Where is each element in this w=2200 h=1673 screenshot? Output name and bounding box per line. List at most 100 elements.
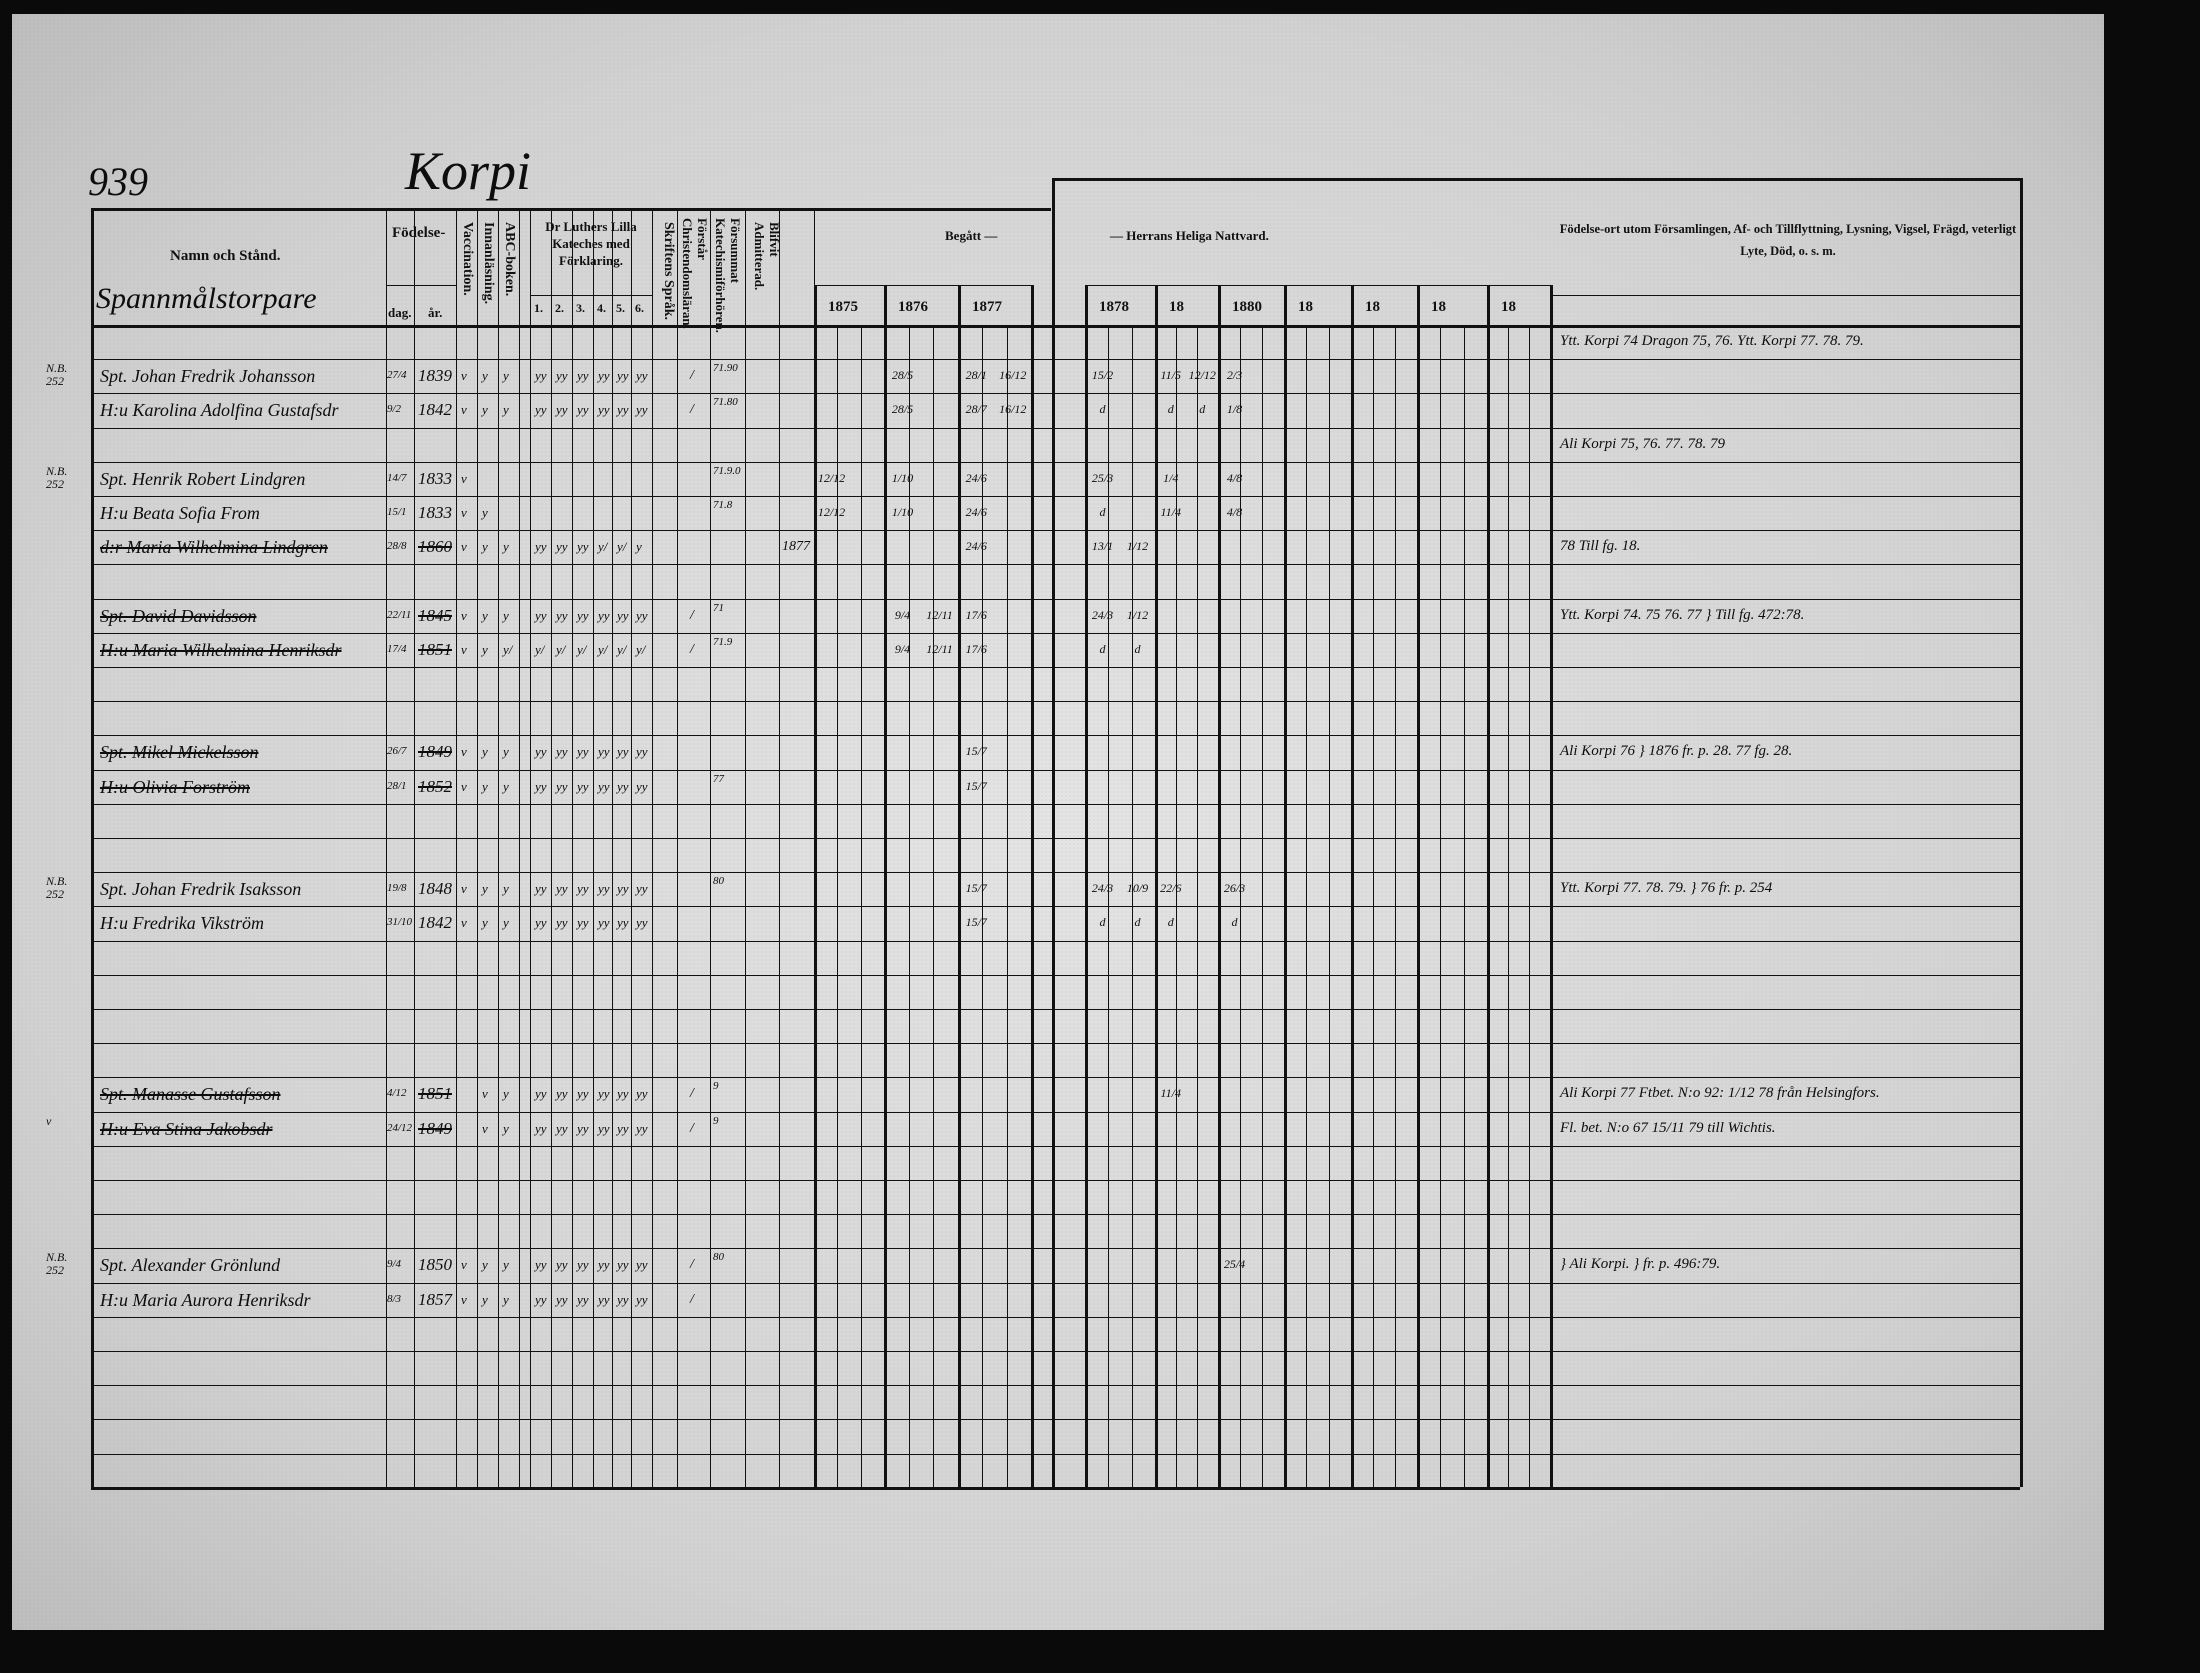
catechism-mark: yy — [636, 1257, 648, 1273]
header-catechism-part: 1. — [534, 301, 543, 315]
row-line — [91, 564, 2020, 566]
catechism-mark: yy — [617, 1086, 629, 1102]
header-catechism-part: 2. — [555, 301, 564, 315]
communion-date: d — [1099, 402, 1106, 417]
birth-day: 26/7 — [387, 745, 407, 758]
catechism-mark: yy — [556, 368, 568, 384]
row-line — [91, 1419, 2020, 1421]
table-top-border-right — [1052, 178, 2022, 181]
person-name: H:u Maria Aurora Henriksdr — [100, 1289, 311, 1310]
catechism-mark: y — [503, 744, 509, 760]
birth-day: 19/8 — [387, 882, 407, 895]
communion-header-divider-right — [1085, 285, 1550, 286]
birth-year: 1845 — [418, 605, 452, 625]
header-understands: Förstår Christendomsläran. — [680, 218, 710, 329]
page-gutter — [1052, 178, 1055, 1487]
row-line — [91, 906, 2020, 908]
header-vaccination: Vaccination. — [460, 222, 475, 296]
header-communion-right: — Herrans Heliga Nattvard. — [1110, 228, 1269, 243]
understands-mark: / — [690, 402, 694, 418]
sub-column-line — [1463, 325, 1465, 1487]
row-line — [91, 598, 2020, 600]
catechism-mark: yy — [556, 607, 568, 623]
person-name: Spt. Alexander Grönlund — [100, 1255, 281, 1276]
communion-date: 1/4 — [1163, 470, 1179, 485]
catechism-mark: yy — [636, 1291, 648, 1307]
catechism-mark: v — [461, 881, 467, 897]
catechism-mark: v — [482, 1120, 488, 1136]
column-line — [631, 208, 632, 1487]
birth-year: 1849 — [418, 1118, 452, 1138]
sub-column-line — [860, 325, 862, 1487]
sub-column-line — [1176, 325, 1177, 1487]
margin-note: v — [46, 1113, 52, 1128]
year-column-line — [1351, 285, 1354, 1487]
communion-date: 24/6 — [965, 539, 987, 554]
catechism-mark: y — [636, 539, 642, 555]
catechism-mark: yy — [535, 402, 547, 418]
year-column-line — [1031, 285, 1034, 1487]
birth-day: 14/7 — [387, 471, 407, 484]
header-bottom-line — [91, 325, 2020, 328]
row-line — [91, 1385, 2020, 1387]
catechism-mark: yy — [577, 368, 589, 384]
birth-year: 1833 — [418, 503, 452, 522]
column-line — [652, 208, 653, 1487]
header-catechism-part: 5. — [616, 301, 625, 315]
birth-year: 1851 — [418, 1084, 452, 1104]
catechism-mark: yy — [617, 778, 629, 794]
communion-date: 2/3 — [1226, 368, 1243, 383]
row-line — [91, 940, 2020, 942]
communion-date: 1/10 — [891, 470, 914, 485]
catechism-mark: yy — [577, 1086, 589, 1102]
catechism-mark: v — [461, 641, 467, 657]
birth-year: 1842 — [418, 400, 452, 420]
catechism-mark: y/ — [577, 641, 587, 657]
communion-date: d — [1167, 915, 1174, 930]
row-line — [91, 1009, 2020, 1010]
catechism-mark: y — [503, 1257, 509, 1273]
year-column-line — [1550, 285, 1553, 1487]
header-birth-year: år. — [428, 305, 443, 320]
row-line — [91, 1351, 2020, 1352]
catechism-mark: yy — [556, 915, 568, 931]
understands-mark: / — [690, 368, 694, 384]
remark-note: Ytt. Korpi 77. 78. 79. } 76 fr. p. 254 — [1560, 880, 1773, 897]
column-line — [745, 208, 746, 1487]
row-line — [91, 1043, 2020, 1045]
header-birth: Födelse- — [392, 225, 446, 241]
header-missed-catechism: Försummat Katechismiförhören. — [713, 218, 743, 333]
communion-date: 24/6 — [965, 505, 987, 519]
row-line — [91, 1077, 2020, 1079]
birth-day: 9/4 — [387, 1258, 402, 1271]
person-name: H:u Maria Wilhelmina Henriksdr — [100, 639, 342, 660]
catechism-mark: v — [461, 368, 467, 384]
communion-date: 11/5 — [1160, 368, 1181, 383]
row-line — [91, 1316, 2020, 1318]
understands-mark: / — [690, 1120, 694, 1136]
catechism-mark: y/ — [636, 641, 646, 657]
table-bottom-border — [91, 1487, 2020, 1490]
catechism-mark: yy — [556, 1257, 568, 1273]
communion-date: 9/4 — [894, 607, 911, 622]
birth-year: 1851 — [418, 639, 452, 659]
understands-mark: / — [690, 1086, 694, 1102]
birth-year: 1839 — [418, 366, 452, 386]
catechism-mark: v — [461, 505, 467, 520]
communion-date: 12/12 — [817, 505, 846, 519]
birth-day: 4/12 — [387, 1087, 407, 1100]
header-reading: Innanläsning. — [481, 222, 496, 305]
catechism-mark: yy — [617, 1257, 629, 1273]
sub-column-line — [1328, 325, 1330, 1487]
page-number: 939 — [88, 159, 148, 204]
header-birth-day: dag. — [388, 305, 412, 320]
register-page — [12, 14, 2104, 1630]
missed-catechism-note: 71.8 — [713, 499, 733, 511]
person-name: H:u Fredrika Vikström — [100, 913, 264, 934]
birth-header-divider — [386, 285, 456, 286]
sub-column-line — [1395, 325, 1396, 1487]
header-year-left: 1877 — [972, 299, 1002, 315]
remark-note: Ali Korpi 76 } 1876 fr. p. 28. 77 fg. 28… — [1560, 743, 1793, 760]
birth-year: 1833 — [418, 468, 452, 488]
column-line — [551, 208, 552, 1487]
